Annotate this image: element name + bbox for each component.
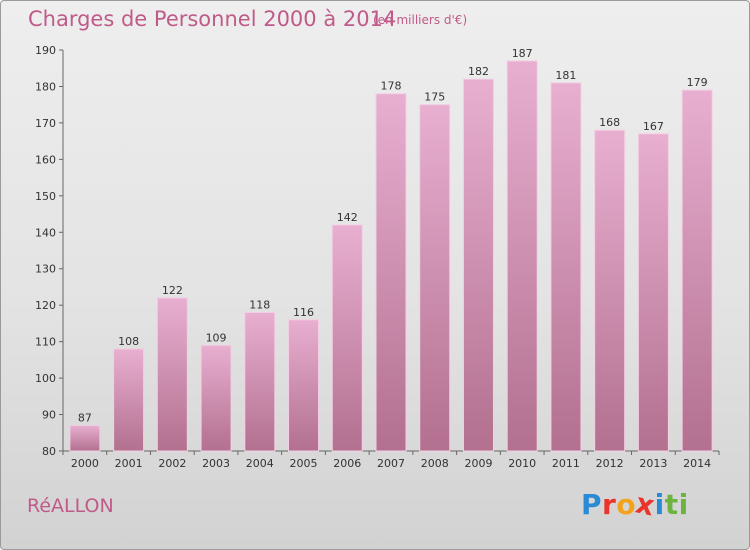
bar [506,60,538,452]
bar [331,224,363,452]
x-tick-label: 2003 [202,457,230,470]
x-tick-label: 2000 [71,457,99,470]
y-tick-label: 110 [35,336,56,349]
chart-subtitle: (en milliers d'€) [373,13,468,27]
bar [156,297,188,452]
logo-letter: P [581,488,603,521]
bar-value-label: 178 [381,80,402,93]
logo-letter: o [616,488,637,521]
x-tick-label: 2004 [246,457,274,470]
bar [681,89,713,452]
bar [288,319,320,452]
logo-letter: t [664,488,679,521]
bar [113,348,145,452]
bar-value-label: 109 [206,331,227,344]
x-tick-label: 2012 [596,457,624,470]
x-tick-label: 2006 [333,457,361,470]
y-tick-label: 80 [42,445,56,458]
bar [419,104,451,452]
bar-value-label: 168 [599,116,620,129]
x-tick-label: 2014 [683,457,711,470]
y-tick-label: 120 [35,299,56,312]
x-tick-label: 2008 [421,457,449,470]
y-tick-label: 150 [35,190,56,203]
bar [69,424,101,452]
bar [594,129,626,452]
bar-value-label: 116 [293,306,314,319]
bar [375,93,407,452]
x-tick-label: 2010 [508,457,536,470]
bar-value-label: 108 [118,335,139,348]
y-tick-label: 160 [35,153,56,166]
bar-value-label: 182 [468,65,489,78]
y-tick-label: 170 [35,117,56,130]
logo-letter: i [654,488,665,521]
bar [244,311,276,452]
x-tick-label: 2011 [552,457,580,470]
bar-value-label: 167 [643,120,664,133]
bar [637,133,669,452]
logo-letter: i [678,488,689,521]
y-tick-label: 180 [35,80,56,93]
x-tick-label: 2013 [639,457,667,470]
bar [462,78,494,452]
bar-value-label: 87 [78,411,92,424]
y-tick-label: 140 [35,226,56,239]
x-tick-label: 2007 [377,457,405,470]
y-tick-label: 130 [35,263,56,276]
x-tick-label: 2002 [158,457,186,470]
y-tick-label: 190 [35,44,56,57]
bar-value-label: 181 [555,69,576,82]
x-tick-label: 2001 [115,457,143,470]
proxiti-logo: Proxiti [581,486,689,522]
bar-value-label: 122 [162,284,183,297]
bar-value-label: 175 [424,91,445,104]
bar-value-label: 187 [512,47,533,60]
commune-name: RéALLON [27,495,114,517]
y-tick-label: 100 [35,372,56,385]
x-tick-label: 2005 [290,457,318,470]
y-tick-label: 90 [42,409,56,422]
bar-value-label: 118 [249,298,270,311]
bar-value-label: 179 [687,76,708,89]
x-tick-label: 2009 [464,457,492,470]
bar [200,344,232,452]
bar [550,82,582,452]
bar-value-label: 142 [337,211,358,224]
chart-title: Charges de Personnel 2000 à 2014 [28,7,397,31]
logo-letter: r [602,488,617,521]
